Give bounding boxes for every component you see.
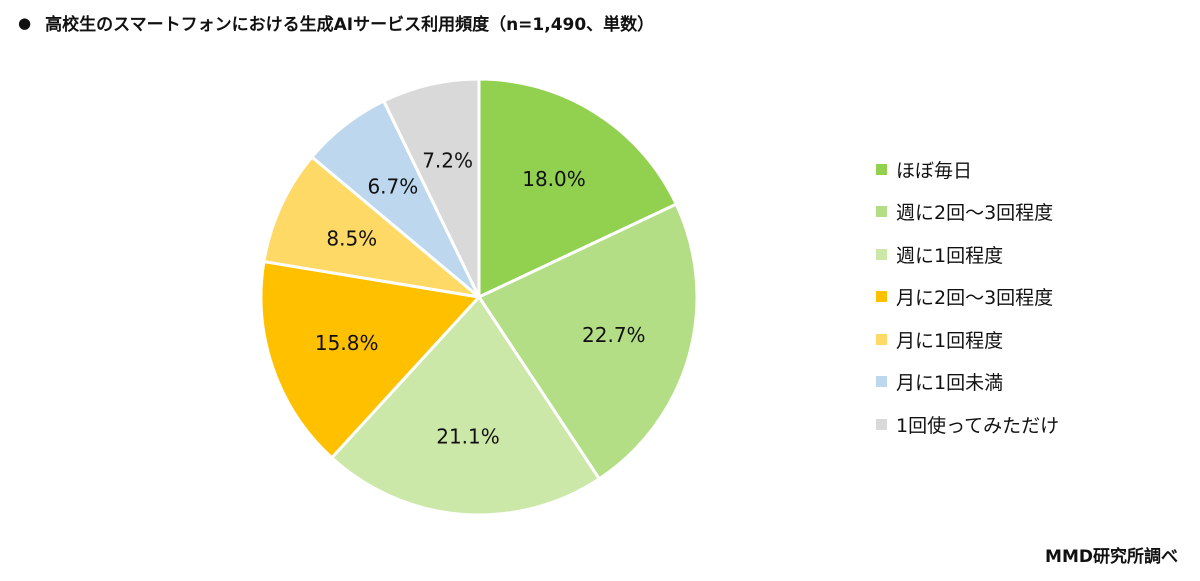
slice-label-4: 8.5%: [326, 227, 377, 251]
legend-item-0: ほぼ毎日: [876, 148, 1059, 191]
pie-slice-2: [330, 295, 601, 517]
pie-slice-6: [382, 77, 481, 299]
slice-label-2: 21.1%: [436, 425, 500, 449]
legend-item-3: 月に2回～3回程度: [876, 276, 1059, 319]
source-note: MMD研究所調べ: [1045, 547, 1178, 567]
pie-slice-0: [477, 77, 678, 299]
legend-label-5: 月に1回未満: [896, 372, 1004, 395]
legend-label-4: 月に1回程度: [896, 329, 1004, 352]
legend-swatch-4: [876, 333, 887, 345]
legend-label-3: 月に2回～3回程度: [896, 287, 1054, 310]
title-text: 高校生のスマートフォンにおける生成AIサービス利用頻度（n=1,490、単数）: [45, 15, 655, 35]
legend-item-4: 月に1回程度: [876, 318, 1059, 361]
slice-label-5: 6.7%: [367, 175, 418, 199]
pie-slice-4: [262, 155, 481, 299]
chart-title: ● 高校生のスマートフォンにおける生成AIサービス利用頻度（n=1,490、単数…: [18, 10, 655, 36]
legend-label-6: 1回使ってみただけ: [896, 414, 1060, 437]
legend-swatch-6: [876, 418, 887, 430]
legend-item-2: 週に1回程度: [876, 233, 1059, 276]
slice-label-1: 22.7%: [582, 323, 646, 347]
legend-swatch-1: [876, 206, 887, 218]
slice-label-0: 18.0%: [522, 167, 586, 191]
legend-swatch-3: [876, 291, 887, 303]
legend-swatch-5: [876, 376, 887, 388]
chart-legend: ほぼ毎日週に2回～3回程度 週に1回程度月に2回～3回程度 月に1回程度 月に1回未満…: [876, 148, 1059, 446]
legend-label-0: ほぼ毎日: [896, 159, 973, 182]
title-bullet: ●: [18, 13, 32, 32]
legend-label-1: 週に2回～3回程度: [896, 202, 1054, 225]
legend-swatch-0: [876, 163, 887, 175]
legend-label-2: 週に1回程度: [896, 244, 1004, 267]
slice-label-6: 7.2%: [422, 149, 473, 173]
pie-slice-1: [477, 202, 699, 481]
slice-label-3: 15.8%: [315, 331, 379, 355]
pie-slice-3: [259, 260, 481, 460]
legend-item-5: 月に1回未満: [876, 361, 1059, 404]
legend-swatch-2: [876, 248, 887, 260]
legend-item-1: 週に2回～3回程度: [876, 191, 1059, 234]
legend-item-6: 1回使ってみただけ: [876, 403, 1059, 446]
